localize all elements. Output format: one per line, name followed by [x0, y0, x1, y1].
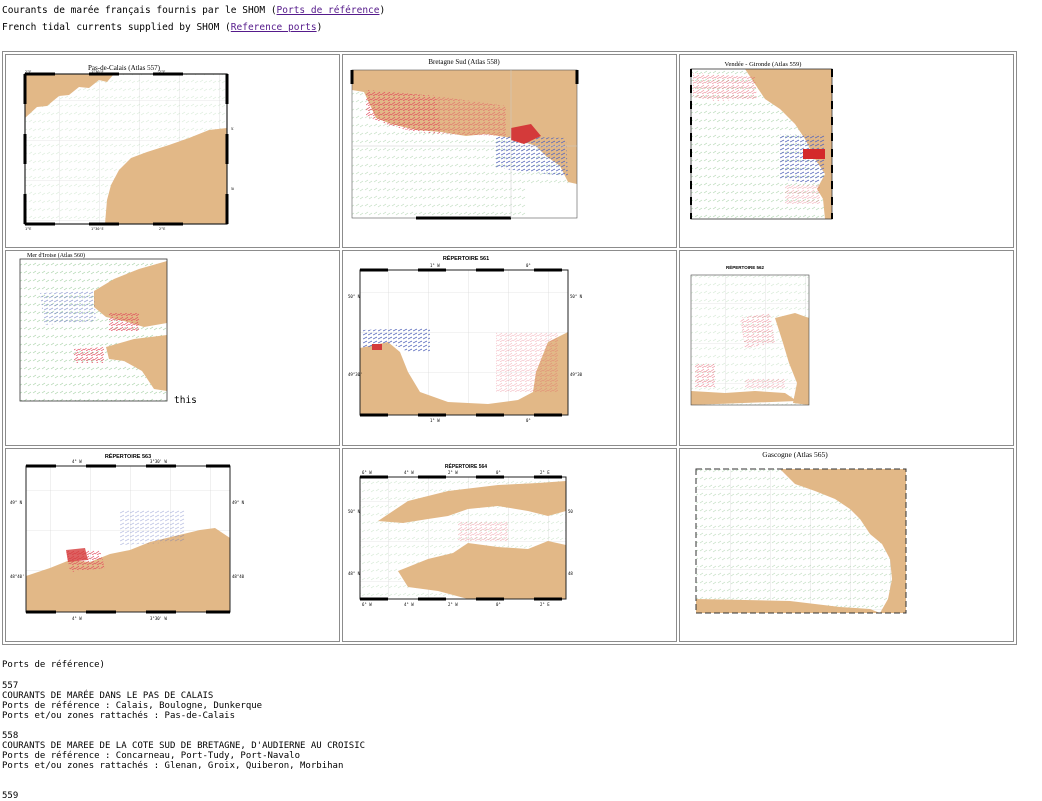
atlas-cell-559: Vendée - Gironde (Atlas 559) — [679, 54, 1014, 248]
tick-563-6: 4° W — [72, 616, 82, 621]
atlas-558-map: Bretagne Sud (Atlas 558) — [350, 58, 579, 220]
atlas-thumbnail-table: Pas-de-Calais (Atlas 557) 2°E 1°30'E 2°E… — [2, 51, 1017, 645]
atlas-562-thumbnail[interactable]: RÉPERTOIRE 562 — [685, 263, 830, 413]
tick-563-0: 4° W — [72, 459, 82, 464]
ports-reference-heading: Ports de référence) — [2, 660, 105, 670]
english-header-line: French tidal currents supplied by SHOM (… — [2, 22, 322, 33]
atlas-561-title: RÉPERTOIRE 561 — [443, 254, 489, 262]
ports-de-reference-link[interactable]: Ports de référence — [276, 5, 380, 16]
atlas-559-description: 559 — [2, 791, 19, 801]
atlas-cell-565: Gascogne (Atlas 565) — [679, 448, 1014, 642]
tick-561-7: 0° — [526, 418, 531, 423]
atlas-563-map: RÉPERTOIRE 563 4° W 3°30' W 49° N 49° N … — [10, 452, 245, 621]
atlas-559-title: Vendée - Gironde (Atlas 559) — [725, 61, 802, 68]
atlas-561-thumbnail[interactable]: RÉPERTOIRE 561 1° W 0° 50° N 50° N 49°30… — [348, 252, 583, 430]
tick-563-2: 49° N — [10, 500, 23, 505]
atlas-560-map: Mer d'Iroise (Atlas 560) — [19, 252, 168, 402]
atlas-557-title: Pas-de-Calais (Atlas 557) — [88, 64, 161, 72]
atlas-562-map: RÉPERTOIRE 562 — [690, 263, 810, 406]
tick-561-1: 0° — [526, 263, 531, 268]
tick-563-4: 48°40' — [10, 574, 24, 579]
french-header-close: ) — [379, 5, 386, 16]
tick-557-0: 2°E — [25, 70, 31, 74]
atlas-559-thumbnail[interactable]: Vendée - Gironde (Atlas 559) — [685, 59, 840, 224]
tick-563-3: 49° N — [232, 500, 245, 505]
english-header-close: ) — [316, 22, 323, 33]
tick-561-5: 49°30' — [570, 372, 583, 377]
tick-557-6: 1°30'E — [91, 227, 104, 230]
tick-564-7: 48° N — [348, 571, 361, 576]
atlas-cell-561: RÉPERTOIRE 561 1° W 0° 50° N 50° N 49°30… — [342, 250, 677, 446]
atlas-cell-563: RÉPERTOIRE 563 4° W 3°30' W 49° N 49° N … — [5, 448, 340, 642]
tick-561-3: 50° N — [570, 294, 583, 299]
atlas-565-map: Gascogne (Atlas 565) — [695, 450, 907, 614]
atlas-563-title: RÉPERTOIRE 563 — [105, 452, 151, 460]
stray-text: this — [174, 395, 197, 406]
atlas-557-description: 557 COURANTS DE MARÉE DANS LE PAS DE CAL… — [2, 681, 263, 721]
atlas-557-map: Pas-de-Calais (Atlas 557) 2°E 1°30'E 2°E… — [23, 64, 234, 230]
tick-563-1: 3°30' W — [150, 459, 167, 464]
tick-564-4: 2° E — [540, 470, 550, 475]
tick-557-1: 1°30'E — [91, 70, 104, 74]
atlas-cell-562: RÉPERTOIRE 562 — [679, 250, 1014, 446]
atlas-558-description: 558 COURANTS DE MAREE DE LA COTE SUD DE … — [2, 731, 366, 771]
atlas-560-title: Mer d'Iroise (Atlas 560) — [27, 252, 85, 259]
tick-564-6: 50° N — [568, 509, 573, 514]
french-header-line: Courants de marée français fournis par l… — [2, 5, 385, 16]
tick-563-7: 3°30' W — [150, 616, 167, 621]
tick-557-5: 1°E — [25, 227, 31, 230]
atlas-564-title: RÉPERTOIRE 564 — [445, 462, 487, 470]
tick-557-4: 50°30'N — [231, 187, 234, 191]
tick-563-5: 48°40' — [232, 574, 245, 579]
french-header-text: Courants de marée français fournis par l… — [2, 5, 277, 16]
atlas-559-map: Vendée - Gironde (Atlas 559) — [690, 61, 833, 220]
atlas-557-thumbnail[interactable]: Pas-de-Calais (Atlas 557) 2°E 1°30'E 2°E… — [19, 60, 234, 230]
atlas-cell-558: Bretagne Sud (Atlas 558) — [342, 54, 677, 248]
tick-561-6: 1° W — [430, 418, 440, 423]
atlas-cell-557: Pas-de-Calais (Atlas 557) 2°E 1°30'E 2°E… — [5, 54, 340, 248]
atlas-558-thumbnail[interactable]: Bretagne Sud (Atlas 558) — [346, 56, 586, 226]
tick-561-0: 1° W — [430, 263, 440, 268]
tick-561-4: 49°30' — [348, 372, 362, 377]
tick-564-12: 0° — [496, 602, 501, 607]
atlas-565-title: Gascogne (Atlas 565) — [762, 450, 828, 459]
atlas-558-title: Bretagne Sud (Atlas 558) — [428, 58, 500, 66]
tick-557-2: 2°E — [159, 70, 165, 74]
tick-557-7: 2°E — [159, 227, 165, 230]
tick-564-0: 6° W — [362, 470, 372, 475]
tick-564-5: 50° N — [348, 509, 361, 514]
tick-564-11: 2° W — [448, 602, 458, 607]
atlas-562-title: RÉPERTOIRE 562 — [726, 263, 764, 270]
atlas-565-thumbnail[interactable]: Gascogne (Atlas 565) — [690, 449, 915, 619]
atlas-561-map: RÉPERTOIRE 561 1° W 0° 50° N 50° N 49°30… — [348, 254, 583, 423]
atlas-cell-564: RÉPERTOIRE 564 6° W 4° W 2° W 0° 2° E 50… — [342, 448, 677, 642]
english-header-text: French tidal currents supplied by SHOM ( — [2, 22, 231, 33]
atlas-563-thumbnail[interactable]: RÉPERTOIRE 563 4° W 3°30' W 49° N 49° N … — [10, 450, 245, 622]
atlas-564-thumbnail[interactable]: RÉPERTOIRE 564 6° W 4° W 2° W 0° 2° E 50… — [348, 461, 573, 611]
tick-564-2: 2° W — [448, 470, 458, 475]
tick-564-3: 0° — [496, 470, 501, 475]
atlas-564-map: RÉPERTOIRE 564 6° W 4° W 2° W 0° 2° E 50… — [348, 462, 573, 607]
tick-564-9: 6° W — [362, 602, 372, 607]
tick-564-8: 48° N — [568, 571, 573, 576]
tick-564-13: 2° E — [540, 602, 550, 607]
reference-ports-link[interactable]: Reference ports — [230, 22, 317, 33]
atlas-560-thumbnail[interactable]: Mer d'Iroise (Atlas 560) — [14, 251, 174, 406]
tick-564-10: 4° W — [404, 602, 414, 607]
tick-561-2: 50° N — [348, 294, 361, 299]
tick-557-3: 51°N — [231, 127, 234, 131]
tick-564-1: 4° W — [404, 470, 414, 475]
atlas-cell-560: Mer d'Iroise (Atlas 560) this — [5, 250, 340, 446]
